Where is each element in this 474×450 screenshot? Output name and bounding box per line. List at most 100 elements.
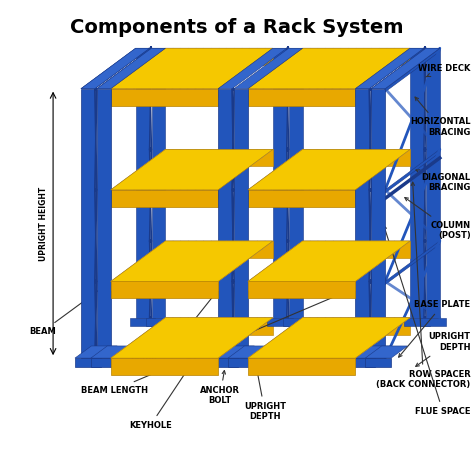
Polygon shape <box>97 48 165 89</box>
Polygon shape <box>248 241 410 281</box>
Text: FLUE SPACE: FLUE SPACE <box>383 225 471 416</box>
Bar <box>111 89 218 106</box>
Bar <box>111 281 218 298</box>
Polygon shape <box>248 358 356 367</box>
Polygon shape <box>248 149 410 190</box>
Bar <box>369 279 371 284</box>
Bar <box>165 149 273 166</box>
Bar <box>273 48 287 318</box>
Bar <box>95 356 97 360</box>
Bar <box>234 89 248 358</box>
Polygon shape <box>356 48 424 89</box>
Bar <box>149 46 152 50</box>
Bar <box>146 318 172 326</box>
Bar <box>424 315 426 320</box>
Bar <box>228 358 254 367</box>
Polygon shape <box>111 149 273 190</box>
Bar <box>129 318 155 326</box>
Text: BEAM
CONNECTOR: BEAM CONNECTOR <box>131 293 216 373</box>
Bar <box>75 358 101 367</box>
Bar <box>111 190 218 207</box>
Polygon shape <box>75 346 117 358</box>
Text: KEYHOLE: KEYHOLE <box>129 317 223 430</box>
Polygon shape <box>111 318 273 358</box>
Bar <box>95 188 97 192</box>
Polygon shape <box>228 346 270 358</box>
Bar <box>369 356 371 360</box>
Polygon shape <box>111 89 218 97</box>
Polygon shape <box>371 48 440 89</box>
Polygon shape <box>248 241 410 281</box>
Bar <box>248 190 356 207</box>
Polygon shape <box>356 48 424 89</box>
Bar <box>365 358 391 367</box>
Bar <box>248 89 356 106</box>
Bar <box>289 48 302 318</box>
Text: BEAM LENGTH: BEAM LENGTH <box>81 291 346 395</box>
Bar <box>97 89 111 358</box>
Bar <box>152 48 165 318</box>
Bar <box>248 281 356 298</box>
Polygon shape <box>111 241 273 281</box>
Polygon shape <box>111 149 273 190</box>
Bar <box>218 89 232 358</box>
Bar <box>232 279 234 284</box>
Text: BEAM: BEAM <box>29 284 108 336</box>
Bar <box>424 147 426 152</box>
Polygon shape <box>349 346 392 358</box>
Bar <box>287 147 289 152</box>
Polygon shape <box>248 318 410 358</box>
Polygon shape <box>81 48 149 89</box>
Bar <box>149 147 152 152</box>
Text: BASE PLATE: BASE PLATE <box>399 300 471 357</box>
Polygon shape <box>248 48 410 89</box>
Text: DIAGONAL
BRACING: DIAGONAL BRACING <box>416 170 471 192</box>
Polygon shape <box>91 346 133 358</box>
Polygon shape <box>248 48 410 89</box>
Bar <box>369 86 371 91</box>
Bar <box>371 89 385 358</box>
Bar <box>302 48 410 65</box>
Polygon shape <box>248 89 356 97</box>
Polygon shape <box>248 281 356 290</box>
Bar <box>302 149 410 166</box>
Bar <box>302 318 410 335</box>
Bar <box>165 241 273 258</box>
Text: HORIZONTAL
BRACING: HORIZONTAL BRACING <box>410 97 471 137</box>
Bar <box>165 48 273 65</box>
Polygon shape <box>371 48 440 89</box>
Bar <box>95 279 97 284</box>
Polygon shape <box>97 48 165 89</box>
Text: COLUMN
(POST): COLUMN (POST) <box>405 198 471 240</box>
Polygon shape <box>385 149 440 193</box>
Text: UPRIGHT
DEPTH: UPRIGHT DEPTH <box>416 333 471 366</box>
Bar <box>232 356 234 360</box>
Polygon shape <box>111 241 273 281</box>
Bar <box>111 358 218 375</box>
Polygon shape <box>111 48 273 89</box>
Text: UPRIGHT
DEPTH: UPRIGHT DEPTH <box>244 351 286 421</box>
Bar <box>424 239 426 243</box>
Bar <box>149 315 152 320</box>
Polygon shape <box>248 318 410 358</box>
Bar <box>267 318 292 326</box>
Text: Components of a Rack System: Components of a Rack System <box>70 18 404 37</box>
Bar <box>136 48 149 318</box>
Bar <box>404 318 430 326</box>
Polygon shape <box>248 190 356 198</box>
Bar <box>212 358 238 367</box>
Bar <box>165 318 273 335</box>
Text: ANCHOR
BOLT: ANCHOR BOLT <box>200 371 240 405</box>
Text: WIRE DECK: WIRE DECK <box>418 64 471 77</box>
Polygon shape <box>248 149 410 190</box>
Bar <box>149 239 152 243</box>
Polygon shape <box>212 346 255 358</box>
Bar <box>248 358 356 375</box>
Bar <box>302 241 410 258</box>
Polygon shape <box>111 281 218 290</box>
Bar <box>287 46 289 50</box>
Polygon shape <box>111 358 218 367</box>
Bar <box>287 315 289 320</box>
Polygon shape <box>365 346 408 358</box>
Bar <box>410 48 424 318</box>
